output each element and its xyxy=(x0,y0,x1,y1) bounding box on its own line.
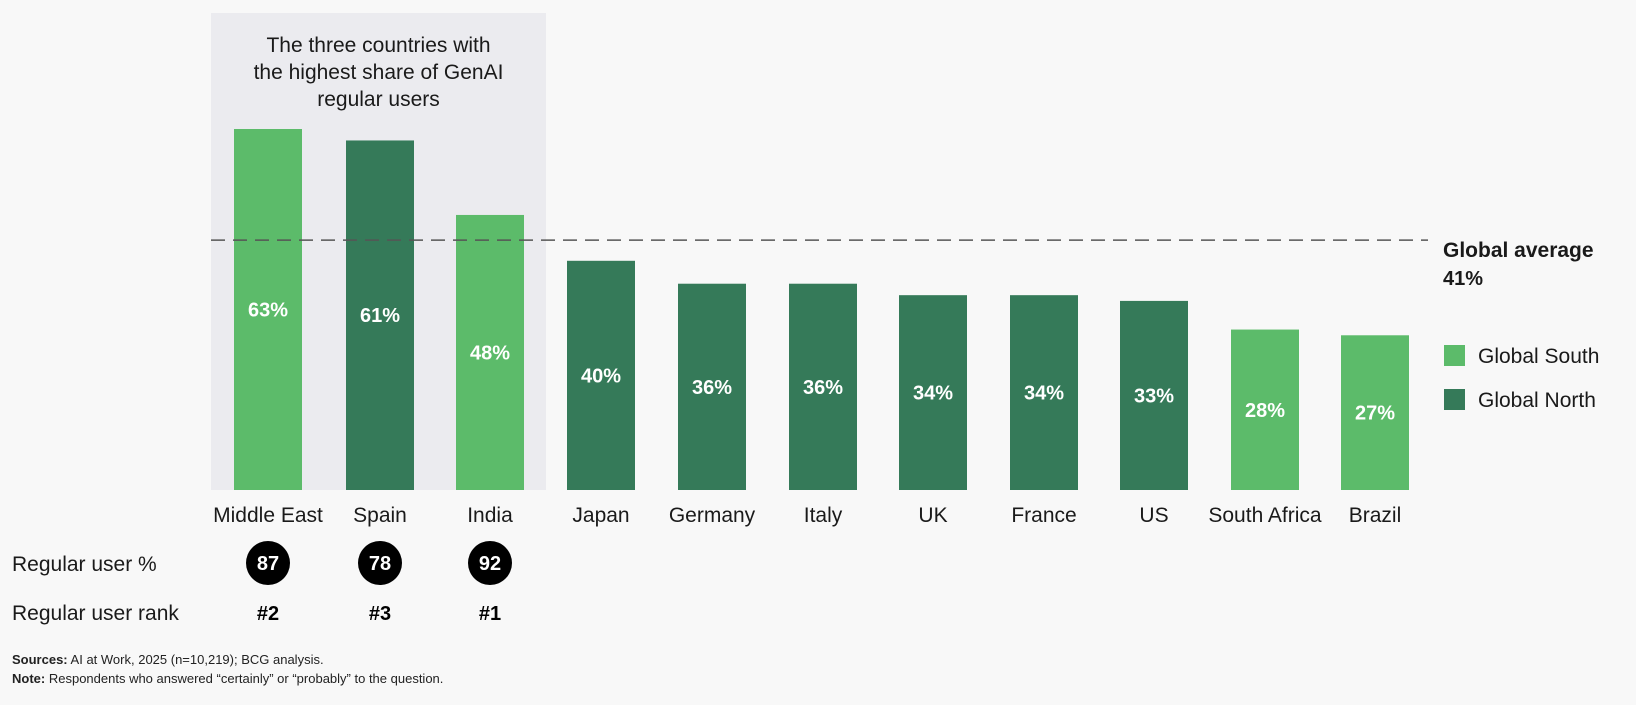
category-label: Germany xyxy=(669,504,756,527)
highlight-text-line: The three countries with xyxy=(266,34,490,57)
bar xyxy=(899,295,967,490)
regular-user-value: 78 xyxy=(369,553,391,575)
legend-label: Global South xyxy=(1478,345,1599,368)
bar xyxy=(456,214,524,490)
note-text: Respondents who answered “certainly” or … xyxy=(48,671,444,686)
sources-line: Sources: AI at Work, 2025 (n=10,219); BC… xyxy=(12,650,443,669)
category-label: France xyxy=(1011,504,1076,527)
highlight-text-line: regular users xyxy=(317,88,440,111)
category-label: India xyxy=(467,504,513,527)
regular-user-rank: #3 xyxy=(369,603,391,625)
bar xyxy=(567,260,635,490)
global-average-label: Global average xyxy=(1443,239,1594,262)
sources-text: AI at Work, 2025 (n=10,219); BCG analysi… xyxy=(70,652,324,667)
category-label: UK xyxy=(918,504,947,527)
legend-label: Global North xyxy=(1478,389,1596,412)
bar-value-label: 33% xyxy=(1134,385,1174,407)
regular-user-rank: #1 xyxy=(479,603,501,625)
bar xyxy=(1010,295,1078,490)
bar xyxy=(789,283,857,490)
bar-value-label: 40% xyxy=(581,365,621,387)
regular-user-badge xyxy=(246,541,290,585)
category-label: US xyxy=(1139,504,1168,527)
bar-value-label: 61% xyxy=(360,305,400,327)
category-label: Italy xyxy=(804,504,843,527)
bar-value-label: 36% xyxy=(803,377,843,399)
bar xyxy=(1341,335,1409,490)
footnotes: Sources: AI at Work, 2025 (n=10,219); BC… xyxy=(12,650,443,688)
category-label: South Africa xyxy=(1208,504,1322,527)
bar xyxy=(678,283,746,490)
bar-value-label: 48% xyxy=(470,342,510,364)
legend-swatch xyxy=(1444,345,1465,366)
bar-value-label: 36% xyxy=(692,377,732,399)
bar-value-label: 63% xyxy=(248,300,288,322)
category-label: Brazil xyxy=(1349,504,1402,527)
bar-value-label: 28% xyxy=(1245,400,1285,422)
note-line: Note: Respondents who answered “certainl… xyxy=(12,669,443,688)
regular-user-rank: #2 xyxy=(257,603,279,625)
regular-user-value: 87 xyxy=(257,553,279,575)
regular-user-badge xyxy=(468,541,512,585)
category-label: Middle East xyxy=(213,504,323,527)
bar xyxy=(234,129,302,490)
regular-user-badge xyxy=(358,541,402,585)
annotation-row-label: Regular user rank xyxy=(12,602,179,625)
global-average-value: 41% xyxy=(1443,268,1483,290)
bar xyxy=(346,140,414,490)
bar xyxy=(1120,300,1188,490)
highlight-text-line: the highest share of GenAI xyxy=(254,61,504,84)
bar-value-label: 34% xyxy=(1024,383,1064,405)
note-label: Note: xyxy=(12,671,46,686)
annotation-row-label: Regular user % xyxy=(12,553,157,576)
bar xyxy=(1231,329,1299,490)
bar-value-label: 34% xyxy=(913,383,953,405)
sources-label: Sources: xyxy=(12,652,68,667)
bar-value-label: 27% xyxy=(1355,403,1395,425)
legend-swatch xyxy=(1444,389,1465,410)
regular-user-value: 92 xyxy=(479,553,501,575)
category-label: Spain xyxy=(353,504,407,527)
category-label: Japan xyxy=(572,504,629,527)
